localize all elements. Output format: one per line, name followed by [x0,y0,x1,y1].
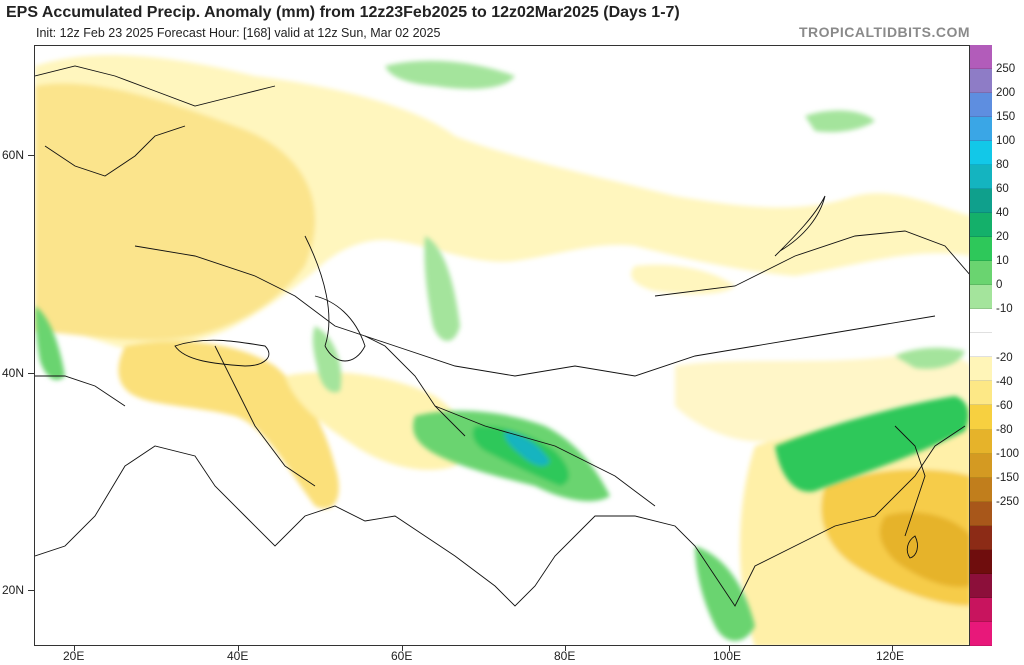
colorbar-segment [970,477,992,502]
colorbar-segment [970,357,992,382]
colorbar-label: -20 [996,351,1013,364]
colorbar-segment [970,213,992,238]
lon-tick [238,646,239,651]
colorbar-label: 200 [996,87,1016,100]
colorbar-segment [970,165,992,190]
colorbar-label: 40 [996,207,1009,220]
colorbar-label: 150 [996,111,1016,124]
colorbar-label: -150 [996,471,1020,484]
lon-tick [402,646,403,651]
chart-title: EPS Accumulated Precip. Anomaly (mm) fro… [6,4,680,21]
colorbar-segment [970,381,992,406]
colorbar-segment [970,549,992,574]
colorbar-segment [970,621,992,646]
lon-tick [565,646,566,651]
colorbar-labels: 250 200 150 100 80 60 40 20 10 0 -10 -20 -40 -60 -80 -1… [996,45,1024,646]
colorbar-label: -40 [996,375,1013,388]
lon-label-120e: 120E [876,649,905,663]
colorbar-label: -80 [996,423,1013,436]
colorbar-segment [970,141,992,166]
lon-tick [892,646,893,651]
colorbar-segment [970,189,992,214]
colorbar-label: -250 [996,495,1020,508]
lon-label-80e: 80E [554,649,576,663]
colorbar-label: 100 [996,135,1016,148]
colorbar-segment [970,453,992,478]
lon-tick [74,646,75,651]
wet-anomaly-fill [35,60,969,641]
colorbar-segment [970,69,992,94]
map-layer [35,55,969,645]
colorbar-segment [970,597,992,622]
colorbar-label: 0 [996,279,1003,292]
colorbar-segment [970,261,992,286]
lat-tick [28,155,34,156]
colorbar-segment [970,333,992,358]
colorbar-label: -10 [996,303,1013,316]
colorbar-segment [970,429,992,454]
colorbar-label: 20 [996,231,1009,244]
colorbar-label: -60 [996,399,1013,412]
chart-subtitle: Init: 12z Feb 23 2025 Forecast Hour: [16… [36,26,441,40]
lat-tick [28,373,34,374]
colorbar-label: 60 [996,183,1009,196]
lat-tick [28,590,34,591]
colorbar-segment [970,525,992,550]
colorbar-label: -100 [996,447,1020,460]
lon-label-60e: 60E [391,649,413,663]
colorbar-segment [970,117,992,142]
colorbar-label: 80 [996,159,1009,172]
colorbar-segment [970,501,992,526]
colorbar-label: 10 [996,255,1009,268]
colorbar-segment [970,93,992,118]
dry-anomaly-fill [35,55,969,645]
precip-anomaly-map [34,45,970,646]
lon-label-20e: 20E [63,649,85,663]
lon-tick [729,646,730,651]
colorbar-segment [970,237,992,262]
colorbar-segment [970,285,992,310]
colorbar [970,45,992,646]
coastlines [35,65,969,607]
colorbar-segment [970,573,992,598]
colorbar-segment [970,45,992,70]
colorbar-segment [970,405,992,430]
lat-label-60n: 60N [2,148,25,162]
lon-label-100e: 100E [713,649,742,663]
colorbar-segment [970,309,992,334]
lat-label-20n: 20N [2,583,25,597]
lon-label-40e: 40E [227,649,249,663]
site-brand: TROPICALTIDBITS.COM [798,24,970,40]
colorbar-label: 250 [996,63,1016,76]
lat-label-40n: 40N [2,366,25,380]
